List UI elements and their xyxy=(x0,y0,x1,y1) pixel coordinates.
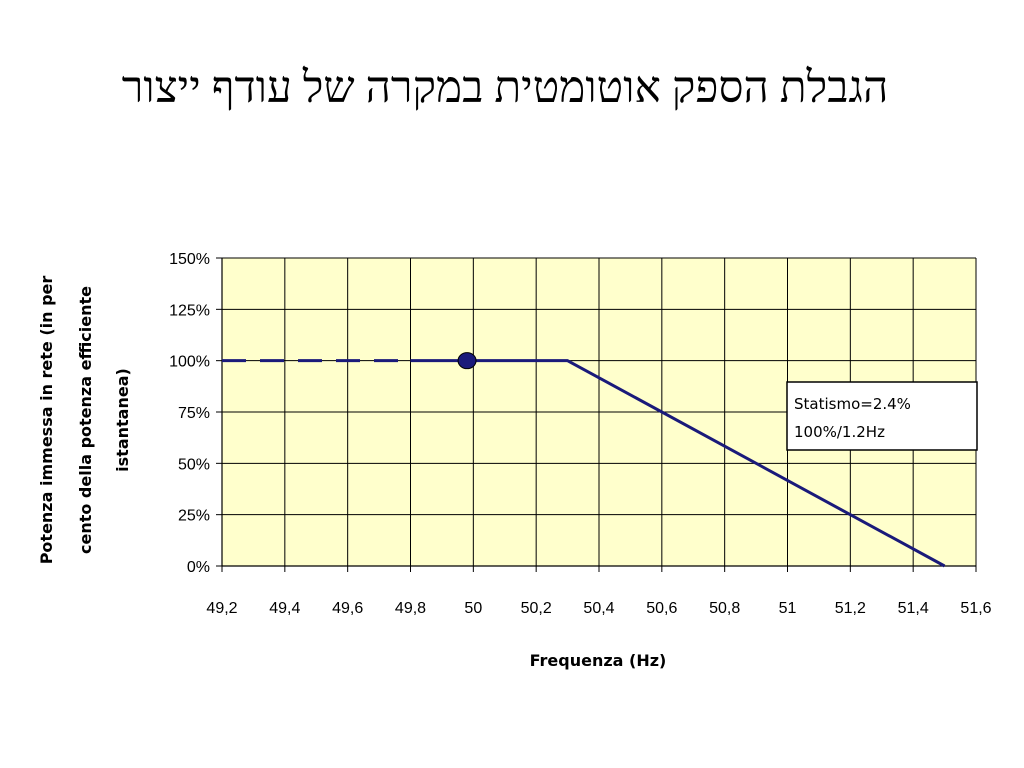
x-tick-label-1: 49,4 xyxy=(269,600,300,617)
y-tick-label-5: 125% xyxy=(169,302,210,319)
x-tick-label-5: 50,2 xyxy=(521,600,552,617)
x-tick-label-3: 49,8 xyxy=(395,600,426,617)
y-axis-title-line-2: istantanea) xyxy=(113,368,132,472)
x-tick-label-0: 49,2 xyxy=(206,600,237,617)
annotation-line-0: Statismo=2.4% xyxy=(794,395,911,413)
y-tick-label-4: 100% xyxy=(169,354,210,371)
x-axis-title: Frequenza (Hz) xyxy=(530,651,667,670)
x-tick-label-4: 50 xyxy=(464,600,482,617)
slide-title: הגבלת הספק אוטומטית במקרה של עודף ייצור xyxy=(121,63,889,112)
x-tick-label-7: 50,6 xyxy=(646,600,677,617)
y-tick-label-3: 75% xyxy=(178,405,210,422)
x-tick-label-2: 49,6 xyxy=(332,600,363,617)
y-tick-label-2: 50% xyxy=(178,456,210,473)
y-tick-label-6: 150% xyxy=(169,251,210,268)
x-tick-label-10: 51,2 xyxy=(835,600,866,617)
y-axis-title-line-0: Potenza immessa in rete (in per xyxy=(37,276,56,565)
x-tick-label-9: 51 xyxy=(779,600,797,617)
x-tick-label-6: 50,4 xyxy=(583,600,614,617)
y-axis-title-line-1: cento della potenza efficiente xyxy=(76,286,95,554)
x-tick-label-12: 51,6 xyxy=(960,600,991,617)
x-tick-label-11: 51,4 xyxy=(898,600,929,617)
annotation-box xyxy=(786,381,978,451)
x-tick-label-8: 50,8 xyxy=(709,600,740,617)
y-tick-label-0: 0% xyxy=(187,559,210,576)
annotation-line-1: 100%/1.2Hz xyxy=(794,423,885,441)
operating-point-marker xyxy=(457,352,477,370)
y-tick-label-1: 25% xyxy=(178,508,210,525)
